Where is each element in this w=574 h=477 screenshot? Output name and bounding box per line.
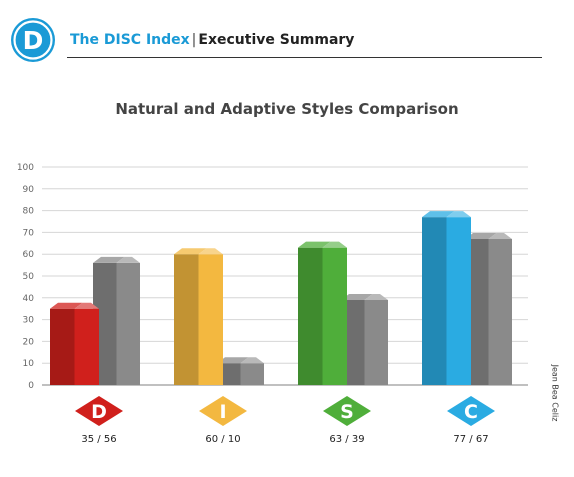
adaptive-bar-c [465, 232, 512, 385]
y-tick-label: 70 [23, 228, 35, 238]
natural-bar-c [422, 211, 471, 385]
section-name: Executive Summary [198, 32, 355, 48]
value-label-i: 60 / 10 [205, 434, 240, 445]
category-label-i: I [219, 401, 226, 423]
natural-bar-d [50, 302, 99, 385]
y-tick-label: 90 [23, 185, 35, 195]
y-tick-label: 30 [23, 316, 35, 326]
y-tick-label: 80 [23, 207, 35, 217]
natural-bar-i [174, 248, 223, 385]
style-badge-s [323, 396, 371, 426]
author-credit: Jean Bea Celiz [550, 364, 560, 422]
natural-bar-s [298, 241, 347, 385]
y-tick-label: 100 [17, 163, 34, 173]
category-label-d: D [91, 401, 107, 423]
y-tick-label: 0 [28, 381, 34, 391]
logo-letter: D [23, 26, 44, 55]
adaptive-bar-d [93, 256, 140, 385]
style-badge-c [447, 396, 495, 426]
value-label-c: 77 / 67 [453, 434, 488, 445]
value-label-s: 63 / 39 [329, 434, 364, 445]
y-tick-label: 20 [23, 337, 35, 347]
category-label-c: C [464, 401, 478, 423]
adaptive-bar-s [341, 293, 388, 385]
report-header: D The DISC Index | Executive Summary [10, 17, 542, 63]
y-tick-label: 50 [23, 272, 35, 282]
header-title: The DISC Index | Executive Summary [70, 32, 354, 48]
y-tick-label: 60 [23, 250, 35, 260]
adaptive-bar-i [217, 357, 264, 385]
y-tick-label: 10 [23, 359, 35, 369]
category-label-s: S [340, 401, 354, 423]
header-rule [67, 57, 542, 58]
disc-logo: D [11, 18, 55, 62]
style-badge-d [75, 396, 123, 426]
value-label-d: 35 / 56 [81, 434, 116, 445]
chart-title: Natural and Adaptive Styles Comparison [115, 100, 459, 118]
header-separator: | [191, 32, 197, 48]
brand-name: The DISC Index [70, 32, 190, 48]
y-tick-label: 40 [23, 294, 35, 304]
style-badge-i [199, 396, 247, 426]
